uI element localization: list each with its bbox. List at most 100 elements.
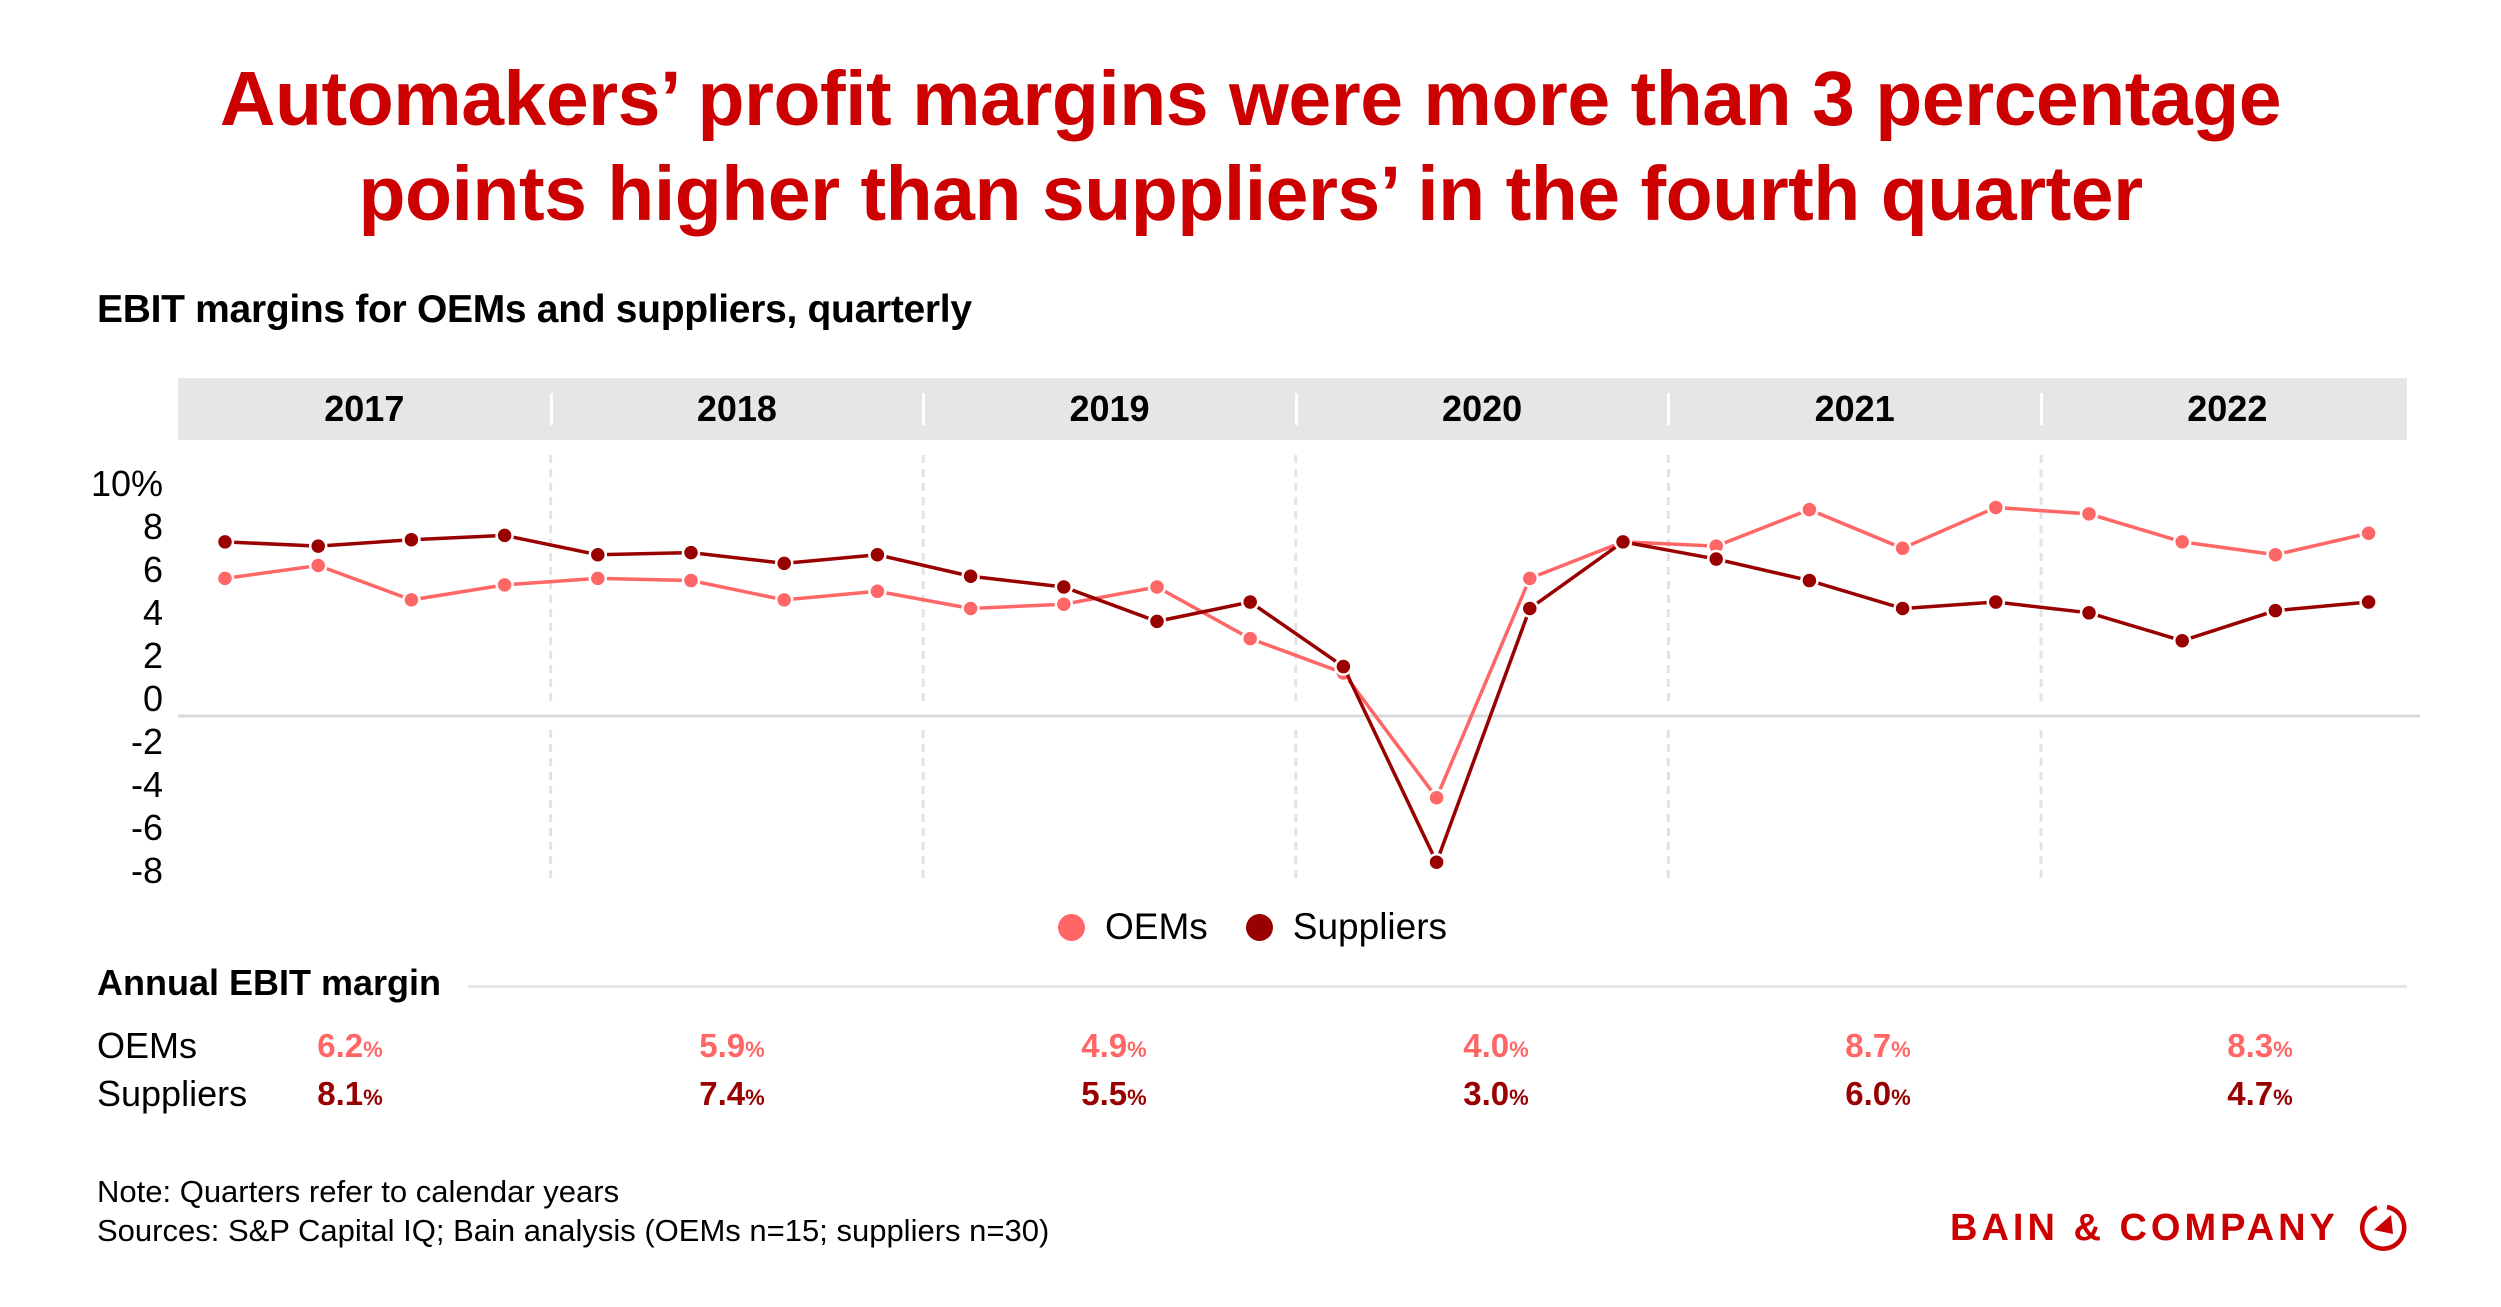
data-point-suppliers (1240, 592, 1260, 612)
annual-table-title: Annual EBIT margin (97, 962, 442, 1003)
annual-value-oems-2017: 6.2% (317, 1027, 383, 1064)
data-point-oems (2359, 524, 2378, 543)
data-point-suppliers (1147, 612, 1167, 631)
data-point-suppliers (868, 545, 887, 564)
data-point-suppliers (2359, 592, 2378, 612)
data-point-suppliers (2079, 603, 2099, 623)
y-tick-label: -6 (131, 807, 163, 848)
data-point-suppliers (1893, 599, 1912, 618)
annual-value-oems-2022: 8.3% (2227, 1027, 2293, 1064)
data-point-oems (2172, 532, 2192, 552)
data-point-oems (215, 569, 235, 588)
annual-value-oems-2021: 8.7% (1845, 1027, 1911, 1064)
footnote-sources: Sources: S&P Capital IQ; Bain analysis (… (97, 1213, 1050, 1248)
y-tick-label: 8 (143, 506, 163, 547)
series-line-oems (224, 505, 2369, 802)
annual-value-suppliers-2021: 6.0% (1845, 1075, 1911, 1112)
annual-value-suppliers-2018: 7.4% (699, 1075, 765, 1112)
title-line-1: Automakers’ profit margins were more tha… (219, 56, 2282, 142)
year-label-2022: 2022 (2187, 388, 2268, 429)
data-point-suppliers (774, 554, 794, 573)
series-line-suppliers (224, 533, 2369, 867)
year-divider (549, 393, 553, 425)
legend: OEMs Suppliers (1058, 903, 1485, 951)
annual-value-suppliers-2019: 5.5% (1081, 1075, 1147, 1112)
bain-logo-icon (2359, 1204, 2407, 1251)
annual-value-oems-2020: 4.0% (1463, 1027, 1529, 1064)
annual-value-suppliers-2022: 4.7% (2227, 1075, 2293, 1112)
footnote-note: Note: Quarters refer to calendar years (97, 1174, 620, 1209)
data-point-suppliers (2266, 601, 2285, 620)
y-tick-label: 6 (143, 549, 163, 590)
data-point-oems (961, 599, 980, 618)
year-header-band: 2017 2018 2019 2020 2021 2022 (178, 378, 2407, 440)
annual-row-label-suppliers: Suppliers (97, 1073, 248, 1114)
legend-item-suppliers: Suppliers (1245, 906, 1448, 948)
data-point-suppliers (1334, 657, 1353, 676)
data-point-oems (1800, 500, 1819, 519)
data-point-suppliers (308, 536, 328, 556)
data-point-suppliers (1054, 577, 1074, 597)
year-divider (922, 393, 926, 425)
data-point-suppliers (681, 543, 701, 562)
data-point-oems (1147, 577, 1167, 597)
legend-label-suppliers: Suppliers (1292, 906, 1448, 947)
data-point-oems (1893, 539, 1912, 558)
data-point-suppliers (1706, 549, 1726, 569)
gridlines (178, 455, 2420, 880)
legend-dot-suppliers-icon (1245, 913, 1273, 941)
data-point-suppliers (215, 532, 235, 552)
data-point-oems (588, 569, 608, 588)
year-divider (1667, 393, 1671, 425)
data-point-oems (1240, 629, 1260, 648)
year-divider (2040, 393, 2043, 425)
data-point-suppliers (1520, 599, 1540, 618)
year-label-2019: 2019 (1069, 388, 1150, 429)
data-point-suppliers (2172, 631, 2192, 650)
annual-value-suppliers-2017: 8.1% (317, 1075, 383, 1112)
annual-value-oems-2019: 4.9% (1081, 1027, 1147, 1064)
annual-table-divider (468, 985, 2407, 988)
data-point-suppliers (1800, 571, 1819, 590)
data-point-oems (1054, 594, 1074, 614)
y-tick-label: -8 (131, 850, 163, 891)
y-tick-label: 10% (91, 463, 163, 504)
data-point-oems (681, 571, 701, 590)
data-point-suppliers (495, 526, 514, 545)
legend-label-oems: OEMs (1105, 906, 1208, 947)
legend-item-oems: OEMs (1058, 906, 1208, 948)
y-tick-label: 2 (143, 635, 163, 676)
annual-value-suppliers-2020: 3.0% (1463, 1075, 1529, 1112)
y-tick-label: 0 (143, 678, 163, 719)
data-point-oems (2266, 545, 2285, 564)
y-tick-label: -4 (131, 764, 163, 805)
brand-logo: BAIN & COMPANY (1950, 1204, 2407, 1251)
title-line-2: points higher than suppliers’ in the fou… (358, 151, 2143, 237)
data-point-suppliers (1427, 852, 1446, 872)
data-point-oems (402, 590, 421, 610)
year-label-2018: 2018 (696, 388, 777, 429)
data-point-oems (1427, 788, 1446, 807)
year-divider (1294, 393, 1298, 425)
annual-row-label-oems: OEMs (97, 1025, 198, 1066)
data-point-suppliers (588, 545, 608, 564)
data-point-suppliers (961, 567, 980, 586)
y-tick-label: 4 (143, 592, 163, 633)
data-point-oems (774, 590, 794, 610)
data-point-suppliers (1986, 592, 2006, 612)
y-tick-label: -2 (131, 721, 163, 762)
chart-subtitle: EBIT margins for OEMs and suppliers, qua… (97, 288, 972, 331)
data-point-oems (495, 575, 514, 595)
annual-value-oems-2018: 5.9% (699, 1027, 765, 1064)
data-point-suppliers (1613, 532, 1633, 552)
year-label-2020: 2020 (1442, 388, 1523, 429)
data-point-oems (1986, 498, 2006, 517)
data-point-oems (868, 582, 887, 601)
series-suppliers (215, 526, 2378, 872)
series (215, 498, 2378, 872)
brand-name: BAIN & COMPANY (1950, 1206, 2339, 1249)
legend-dot-oems-icon (1058, 913, 1085, 941)
data-point-oems (2079, 504, 2099, 524)
